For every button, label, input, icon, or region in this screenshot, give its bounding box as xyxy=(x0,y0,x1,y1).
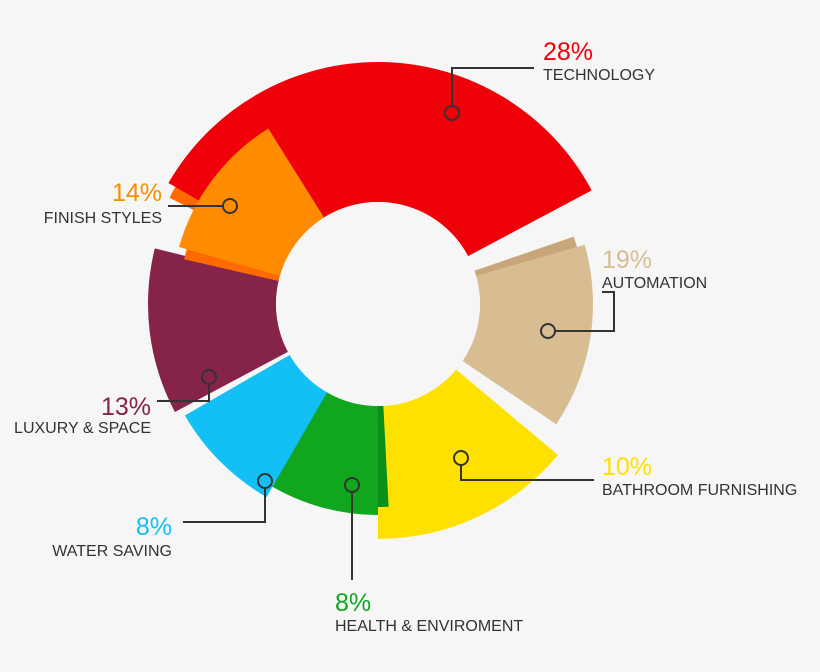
label-water-saving: WATER SAVING xyxy=(52,543,172,560)
marker-bathroom-furnishing xyxy=(453,450,469,466)
marker-technology xyxy=(444,105,460,121)
segment-health-enviroment xyxy=(269,391,378,515)
labels-group: 28% TECHNOLOGY 19% AUTOMATION 10% BATHRO… xyxy=(14,38,797,635)
leader-automation xyxy=(555,291,615,332)
marker-water-saving xyxy=(257,473,273,489)
label-bathroom-furnishing: BATHROOM FURNISHING xyxy=(602,482,797,499)
leader-bathroom-furnishing xyxy=(460,465,594,481)
percent-luxury-space: 13% xyxy=(101,393,151,421)
marker-finish-styles xyxy=(222,198,238,214)
percent-water-saving: 8% xyxy=(136,513,172,541)
leader-technology xyxy=(451,67,534,106)
label-finish-styles: FINISH STYLES xyxy=(44,210,162,227)
label-luxury-space: LUXURY & SPACE xyxy=(14,420,151,437)
marker-health-enviroment xyxy=(344,477,360,493)
segment-automation xyxy=(462,244,594,425)
segments-group xyxy=(148,62,594,539)
marker-luxury-space xyxy=(201,369,217,385)
percent-automation: 19% xyxy=(602,246,652,274)
leader-water-saving xyxy=(183,488,266,523)
segment-finish-styles xyxy=(179,128,324,276)
donut-hole xyxy=(276,202,480,406)
label-technology: TECHNOLOGY xyxy=(543,67,655,84)
marker-automation xyxy=(540,323,556,339)
label-health-enviroment: HEALTH & ENVIROMENT xyxy=(335,618,523,635)
percent-health-enviroment: 8% xyxy=(335,589,371,617)
percent-technology: 28% xyxy=(543,38,593,66)
leader-lines xyxy=(157,67,615,580)
label-automation: AUTOMATION xyxy=(602,275,707,292)
leader-luxury-space xyxy=(157,384,210,402)
segment-water-saving xyxy=(184,355,327,498)
segment-luxury-space xyxy=(148,248,288,412)
percent-finish-styles: 14% xyxy=(112,179,162,207)
percent-bathroom-furnishing: 10% xyxy=(602,453,652,481)
